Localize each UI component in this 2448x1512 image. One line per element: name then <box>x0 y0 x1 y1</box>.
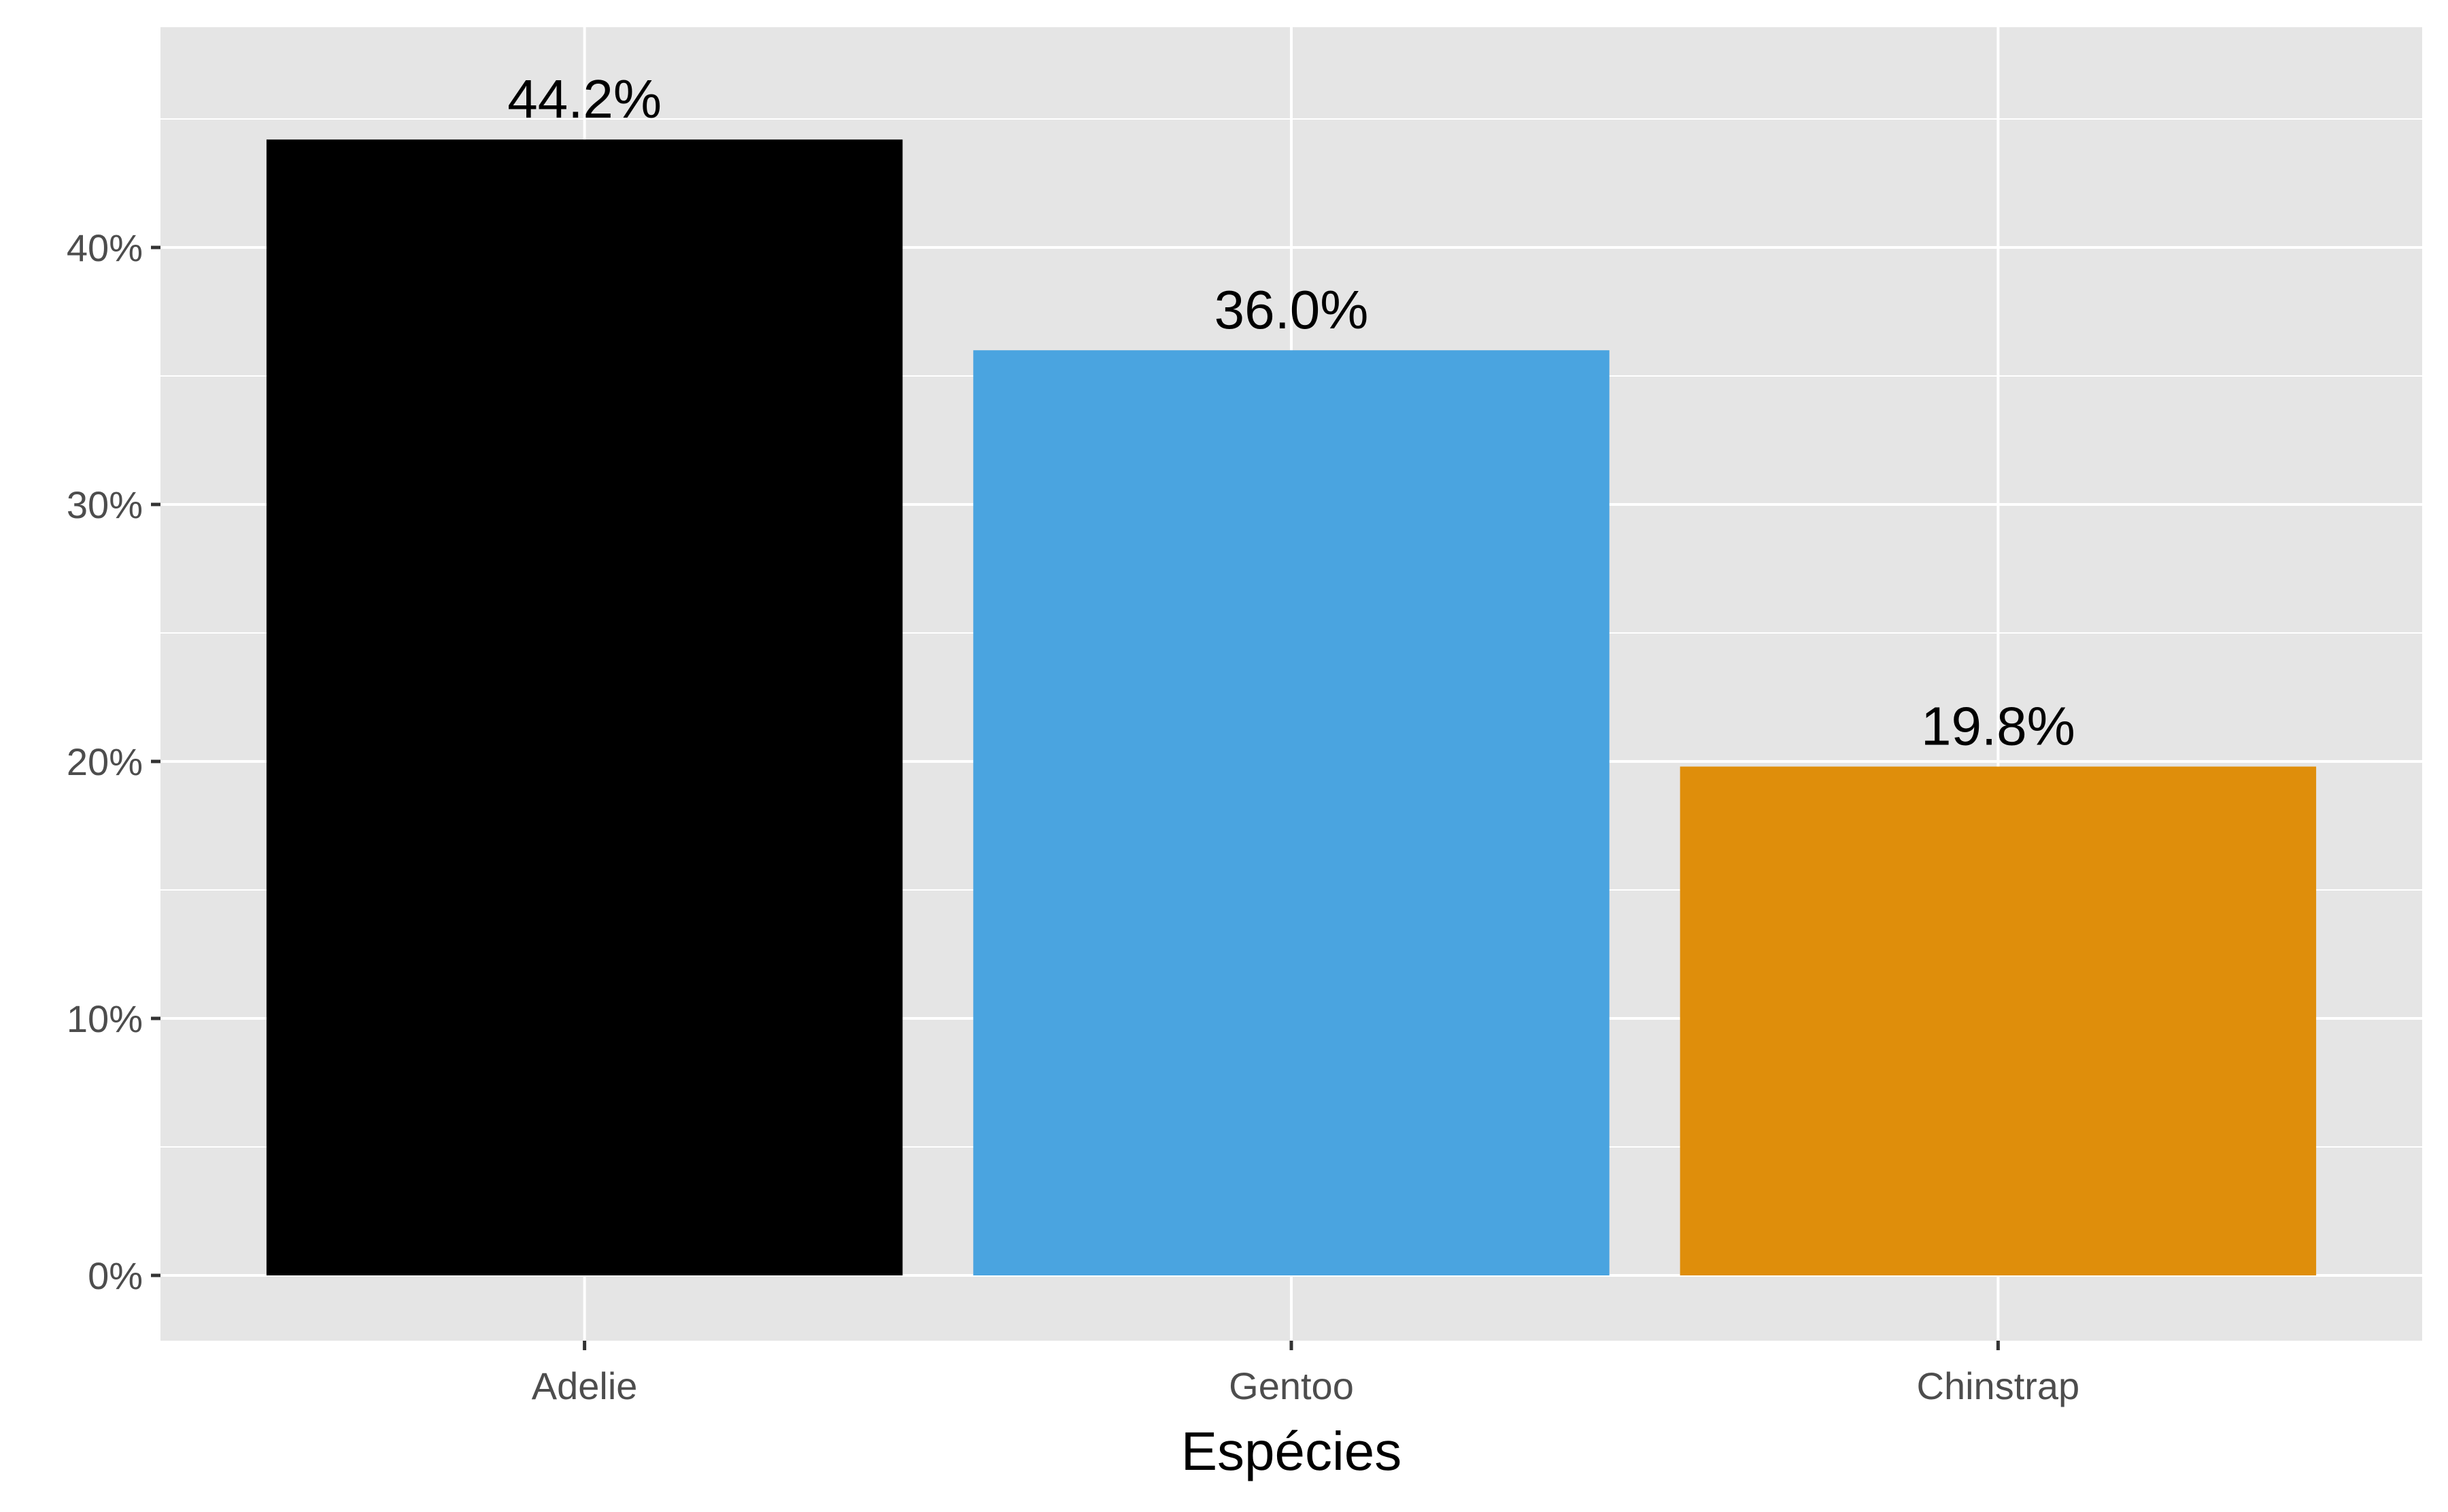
data-labels: 44.2% 36.0% 19.8% <box>507 69 2075 756</box>
data-label: 44.2% <box>507 69 662 129</box>
x-axis-title: Espécies <box>1181 1421 1402 1481</box>
x-tick-label: Gentoo <box>1229 1364 1354 1407</box>
x-axis: Adelie Gentoo Chinstrap <box>532 1341 2079 1407</box>
y-tick-label: 30% <box>67 483 143 526</box>
bar-adelie <box>266 139 903 1276</box>
bar-chinstrap <box>1680 766 2317 1275</box>
x-tick-label: Chinstrap <box>1917 1364 2080 1407</box>
bars <box>266 139 2317 1276</box>
y-axis: 0% 10% 20% 30% 40% <box>67 226 160 1297</box>
y-tick-label: 10% <box>67 997 143 1040</box>
y-tick-label: 40% <box>67 226 143 269</box>
y-tick-label: 20% <box>67 740 143 783</box>
data-label: 36.0% <box>1214 279 1369 340</box>
y-tick-label: 0% <box>88 1254 143 1297</box>
data-label: 19.8% <box>1921 696 2075 757</box>
x-tick-label: Adelie <box>532 1364 638 1407</box>
bar-gentoo <box>973 350 1610 1276</box>
